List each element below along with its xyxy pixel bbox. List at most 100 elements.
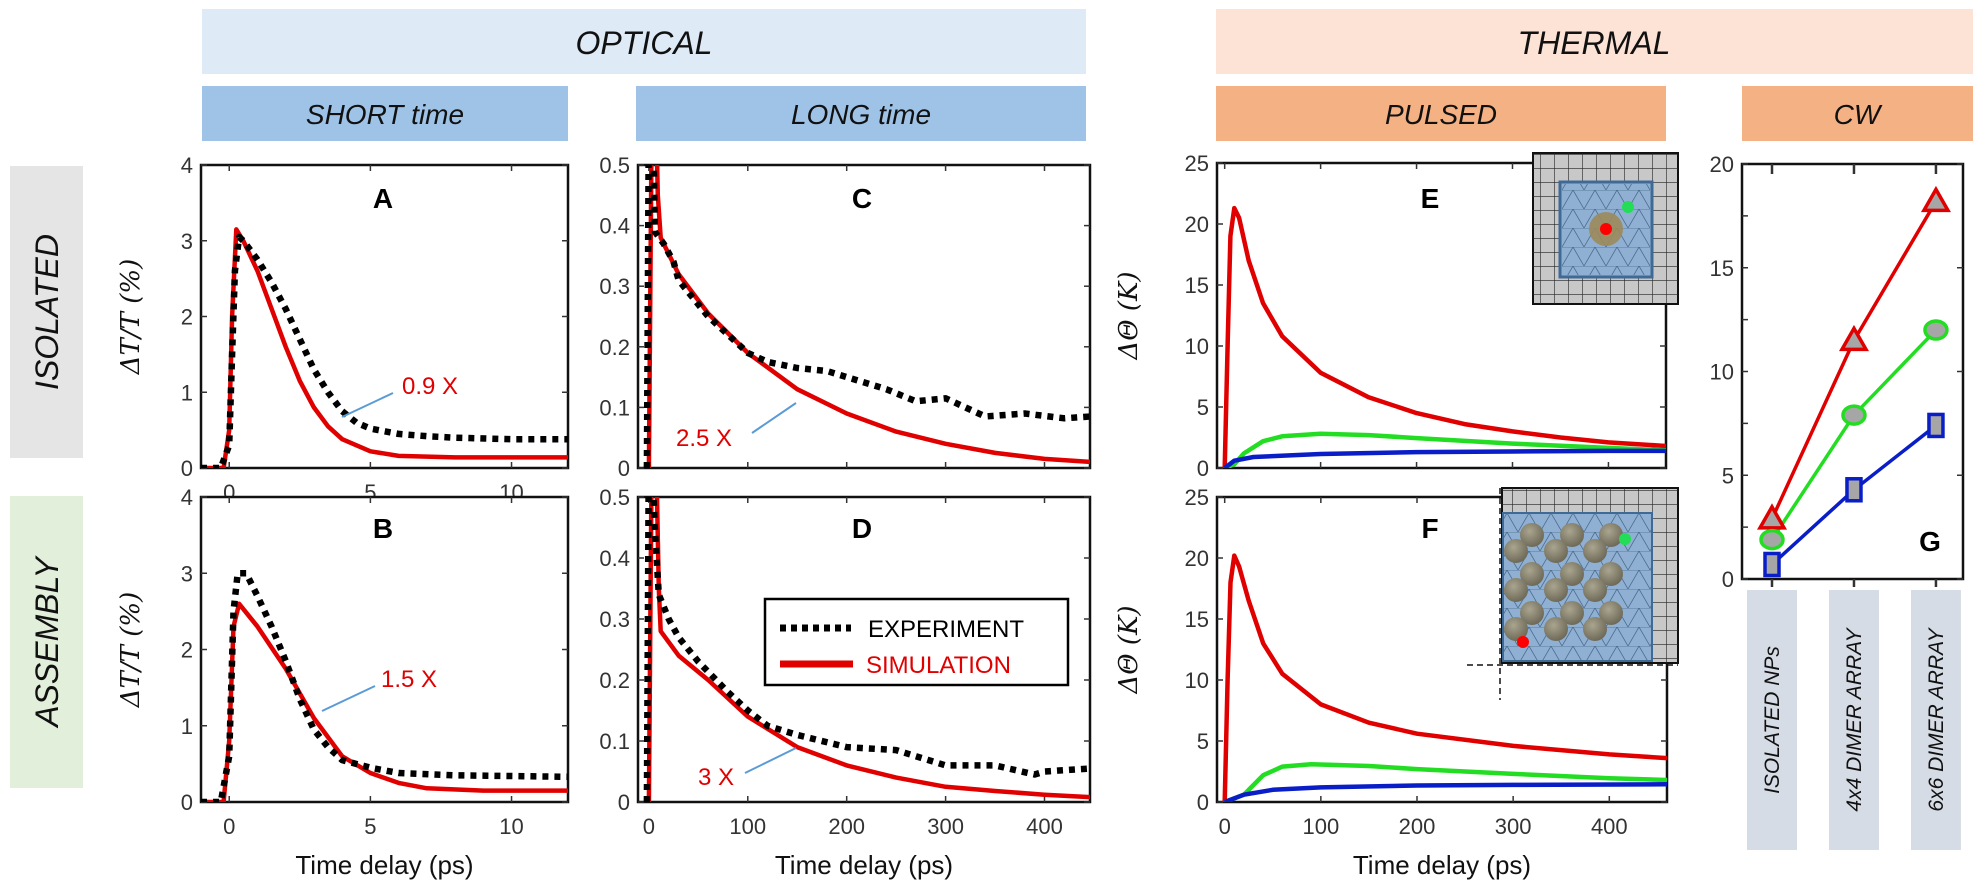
y-tick-label: 0.2 <box>599 668 630 693</box>
header-thermal: THERMAL <box>1216 9 1973 74</box>
x-axis-label: Time delay (ps) <box>775 850 953 880</box>
marker-circle <box>1841 404 1867 426</box>
nanoparticle-icon <box>1504 617 1528 641</box>
annotation-pointer <box>751 402 797 434</box>
y-tick-label: 0 <box>1197 790 1209 815</box>
panel-letter: A <box>373 183 393 214</box>
y-tick-label: 20 <box>1185 546 1209 571</box>
nanoparticle-icon <box>1560 523 1584 547</box>
series-line-experiment <box>643 497 1090 802</box>
nanoparticle-icon <box>1520 601 1544 625</box>
series-line-c0a1ec8 <box>1223 448 1666 468</box>
y-tick-label: 0.3 <box>599 607 630 632</box>
panel-letter: C <box>852 183 872 214</box>
y-axis-label: ΔT/T (%) <box>116 592 146 708</box>
green-probe-point-icon <box>1619 533 1631 545</box>
scaling-annotation: 2.5 X <box>676 425 732 452</box>
y-tick-label: 25 <box>1185 485 1209 510</box>
scaling-annotation: 3 X <box>698 764 734 791</box>
subheader-cw: CW <box>1742 86 1973 141</box>
panel-c: 0 0.1 0.2 0.3 0.4 0.5 C 2.5 X <box>599 153 1092 481</box>
y-tick-label: 15 <box>1710 256 1734 281</box>
series-line-c22dd22 <box>1223 431 1666 468</box>
marker-circle <box>1759 528 1785 551</box>
subheader-pulsed-label: PULSED <box>1385 99 1497 130</box>
scaling-annotation: 0.9 X <box>402 373 458 400</box>
x-tick-label: 200 <box>828 814 865 839</box>
series-group <box>643 497 1090 802</box>
plot-frame <box>1740 162 1965 581</box>
panel-letter: D <box>852 513 872 544</box>
subheader-short-label: SHORT time <box>306 99 464 130</box>
y-tick-label: 0.3 <box>599 274 630 299</box>
x-tick-label: 400 <box>1591 814 1628 839</box>
marker-triangle <box>1756 503 1788 530</box>
plots: 0 1 2 3 4 0 5 10 ΔT/T (%) A 0.9 X 0 1 2 3 4 0 5 10 Time del… <box>116 151 1965 880</box>
header-thermal-label: THERMAL <box>1518 25 1671 61</box>
marker-square <box>1763 551 1781 578</box>
row-label-isolated-text: ISOLATED <box>29 234 65 390</box>
y-tick-label: 20 <box>1185 212 1209 237</box>
x-tick-label: 200 <box>1399 814 1436 839</box>
legend-simulation-label: SIMULATION <box>866 652 1011 679</box>
nanoparticle-icon <box>1504 539 1528 563</box>
panel-f: 0 5 10 15 20 25 0 100 200 300 400 Time delay (ps) ΔΘ… <box>1114 485 1669 880</box>
scaling-annotation: 1.5 X <box>381 666 437 693</box>
marker-square <box>1845 477 1863 503</box>
green-probe-point-icon <box>1622 201 1634 213</box>
x-tick-label: 10 <box>499 814 523 839</box>
marker-triangle <box>1838 324 1869 352</box>
subheader-long-label: LONG time <box>791 99 931 130</box>
series-line-experiment <box>643 165 1090 468</box>
y-tick-label: 3 <box>181 229 193 254</box>
subheader-long-time: LONG time <box>636 86 1086 141</box>
row-label-isolated: ISOLATED <box>10 166 83 458</box>
series-line-experiment <box>201 233 568 468</box>
nanoparticle-icon <box>1560 562 1584 586</box>
series-group <box>1222 205 1666 468</box>
annotation-pointer <box>744 747 797 774</box>
y-tick-label: 5 <box>1197 395 1209 420</box>
legend-experiment-label: EXPERIMENT <box>868 616 1024 643</box>
red-probe-point-icon <box>1517 636 1529 648</box>
y-tick-label: 2 <box>181 305 193 330</box>
category-label: 4x4 DIMER ARRAY <box>1843 626 1866 811</box>
x-tick-label: 300 <box>927 814 964 839</box>
nanoparticle-icon <box>1544 617 1568 641</box>
inset-isolated-mesh <box>1532 152 1679 305</box>
y-tick-label: 15 <box>1185 273 1209 298</box>
panel-g: 0 5 10 15 20 ISOLATED NPs 4x4 DIMER ARRAY 6x6 D… <box>1710 152 1965 850</box>
y-axis-label: ΔΘ (K) <box>1114 605 1144 694</box>
series-line-c22dd22 <box>1223 761 1667 802</box>
y-axis-label: ΔT/T (%) <box>116 259 146 375</box>
series-line-c0a1ec8 <box>1223 782 1667 802</box>
y-tick-label: 0 <box>618 456 630 481</box>
nanoparticle-icon <box>1583 578 1607 602</box>
y-tick-label: 0 <box>181 456 193 481</box>
row-label-assembly: ASSEMBLY <box>10 496 83 788</box>
category-label: ISOLATED NPs <box>1761 646 1784 794</box>
x-axis-label: Time delay (ps) <box>1353 850 1531 880</box>
panel-letter: F <box>1421 513 1438 544</box>
nanoparticle-icon <box>1520 562 1544 586</box>
category-label: 6x6 DIMER ARRAY <box>1925 626 1948 811</box>
y-tick-label: 15 <box>1185 607 1209 632</box>
category-label-box <box>1747 590 1798 850</box>
red-probe-point-icon <box>1600 223 1612 235</box>
series-group <box>643 165 1090 468</box>
y-tick-label: 10 <box>1710 360 1734 385</box>
y-tick-label: 0.1 <box>599 395 630 420</box>
nanoparticle-icon <box>1544 539 1568 563</box>
series-group <box>201 570 568 802</box>
subheader-short-time: SHORT time <box>202 86 568 141</box>
series-group <box>1222 553 1667 802</box>
y-tick-label: 5 <box>1722 463 1734 488</box>
y-tick-label: 0.5 <box>599 153 630 178</box>
nanoparticle-icon <box>1520 523 1544 547</box>
y-tick-label: 0.1 <box>599 729 630 754</box>
nanoparticle-icon <box>1504 578 1528 602</box>
x-tick-label: 300 <box>1495 814 1532 839</box>
y-tick-label: 3 <box>181 561 193 586</box>
x-tick-label: 5 <box>364 814 376 839</box>
